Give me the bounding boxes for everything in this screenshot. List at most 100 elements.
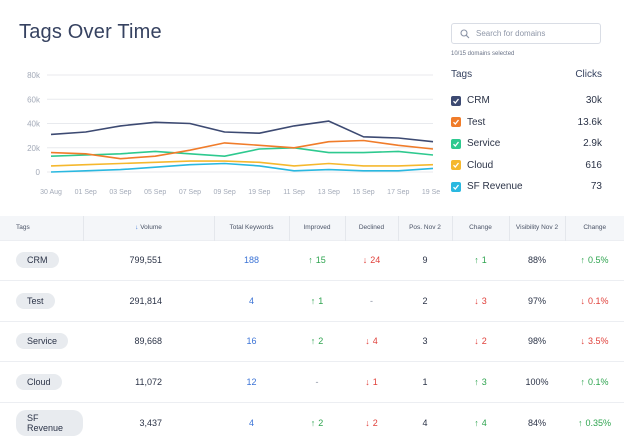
y-tick-label: 60k [27, 95, 41, 104]
delta-value: 0.1% [587, 295, 609, 306]
table-row[interactable]: Cloud 11,072 12- ↓ 1 1 ↑ 3 100% ↑ 0.1% [0, 361, 624, 403]
delta-value: 2 [372, 417, 378, 428]
col-total-keywords[interactable]: Total Keywords [214, 216, 290, 240]
checkbox-checked-icon[interactable] [451, 117, 461, 128]
improved-cell: - [315, 377, 319, 388]
volume-cell: 11,072 [135, 377, 162, 388]
visibility-cell: 84% [527, 417, 546, 428]
tag-pill[interactable]: Test [16, 292, 55, 309]
col-volume[interactable]: ↓ Volume [83, 216, 215, 240]
legend-item[interactable]: SF Revenue 73 [451, 176, 602, 198]
x-tick-label: 13 Sep [318, 189, 340, 196]
arrow-down-icon: ↓ [580, 336, 585, 347]
col-change[interactable]: Change [452, 216, 510, 240]
legend-item[interactable]: Test 13.6k [451, 112, 602, 134]
keywords-link[interactable]: 4 [248, 295, 254, 306]
arrow-down-icon: ↓ [365, 417, 370, 428]
col-declined[interactable]: Declined [345, 216, 399, 240]
visibility-change-cell: ↑ 0.1% [565, 362, 624, 403]
improved-cell: ↑ 2 [289, 402, 345, 443]
delta-value: 24 [370, 255, 381, 266]
visibility-cell: 98% [527, 336, 546, 347]
pos-cell: 4 [422, 417, 428, 428]
delta-value: 2 [318, 417, 324, 428]
table-row[interactable]: SF Revenue 3,437 4 ↑ 2 ↓ 2 4 ↑ 4 84% ↑ 0.35% [0, 402, 624, 443]
declined-cell: ↓ 24 [345, 240, 398, 281]
arrow-up-icon: ↑ [474, 417, 479, 428]
visibility-cell: 88% [527, 255, 546, 266]
tag-pill[interactable]: Cloud [16, 374, 62, 391]
arrow-up-icon: ↑ [580, 255, 585, 266]
table-row[interactable]: Service 89,668 16 ↑ 2 ↓ 4 3 ↓ 2 98% ↓ 3.5% [0, 321, 624, 362]
col-pos[interactable]: Pos. Nov 2 [398, 216, 453, 240]
checkbox-checked-icon[interactable] [451, 95, 461, 106]
arrow-down-icon: ↓ [474, 295, 479, 306]
legend-header: Tags Clicks [451, 69, 602, 80]
col-improved[interactable]: Improved [289, 216, 346, 240]
domain-search[interactable] [451, 23, 601, 44]
arrow-up-icon: ↑ [308, 255, 313, 266]
keywords-link[interactable]: 4 [248, 417, 254, 428]
pos-cell: 3 [422, 336, 428, 347]
delta-value: 1 [372, 377, 378, 388]
delta-value: 3 [481, 377, 487, 388]
visibility-change-cell: ↑ 0.5% [565, 240, 624, 281]
delta-value: 0.1% [587, 377, 609, 388]
checkbox-checked-icon[interactable] [451, 138, 461, 149]
arrow-down-icon: ↓ [474, 336, 479, 347]
keywords-link[interactable]: 12 [246, 377, 257, 388]
col-volume-label: Volume [140, 224, 162, 232]
legend-item[interactable]: CRM 30k [451, 90, 602, 112]
change-cell: ↑ 1 [452, 240, 509, 281]
legend-item-clicks: 2.9k [583, 138, 602, 150]
pos-cell: 9 [422, 255, 428, 266]
legend-item[interactable]: Service 2.9k [451, 133, 602, 155]
legend-header-clicks: Clicks [575, 69, 602, 80]
checkbox-checked-icon[interactable] [451, 160, 461, 171]
keywords-link[interactable]: 16 [246, 336, 257, 347]
legend-item-clicks: 13.6k [577, 116, 602, 128]
table-row[interactable]: Test 291,814 4 ↑ 1-2 ↓ 3 97% ↓ 0.1% [0, 280, 624, 322]
improved-cell: ↑ 15 [289, 240, 345, 281]
declined-cell: ↓ 2 [345, 402, 398, 443]
arrow-up-icon: ↑ [580, 377, 585, 388]
col-visibility[interactable]: Visibility Nov 2 [509, 216, 566, 240]
legend-item-name: SF Revenue [467, 181, 523, 193]
series-line-crm [50, 120, 434, 143]
arrow-up-icon: ↑ [310, 336, 316, 347]
legend-item-name: Cloud [467, 159, 494, 171]
tag-pill[interactable]: CRM [16, 252, 59, 269]
visibility-change-cell: ↓ 0.1% [565, 281, 624, 322]
tag-pill[interactable]: Service [16, 333, 69, 350]
keywords-link[interactable]: 188 [243, 255, 260, 266]
visibility-cell: 97% [527, 295, 546, 306]
col-visibility-change[interactable]: Change [583, 224, 607, 232]
delta-value: 4 [372, 336, 378, 347]
series-line-service [50, 147, 434, 157]
x-tick-label: 19 Sep [422, 189, 440, 196]
col-tags[interactable]: Tags [0, 216, 84, 240]
visibility-change-cell: ↓ 3.5% [565, 321, 624, 362]
arrow-down-icon: ↓ [580, 295, 585, 306]
delta-value: 3 [481, 295, 487, 306]
x-tick-label: 15 Sep [352, 189, 374, 196]
table-row[interactable]: CRM 799,551 188 ↑ 15 ↓ 24 9 ↑ 1 88% ↑ 0.5% [0, 240, 624, 281]
change-cell: ↑ 3 [452, 362, 509, 403]
volume-cell: 89,668 [134, 336, 162, 347]
arrow-up-icon: ↑ [577, 417, 583, 428]
series-line-cloud [50, 160, 434, 167]
legend-item-name: CRM [467, 95, 490, 107]
x-tick-label: 11 Sep [283, 189, 305, 196]
volume-cell: 799,551 [129, 255, 162, 266]
arrow-down-icon: ↓ [365, 377, 370, 388]
tags-table: Tags ↓ Volume Total Keywords Improved De… [0, 216, 624, 443]
x-tick-label: 03 Sep [109, 189, 131, 196]
arrow-up-icon: ↑ [474, 377, 479, 388]
search-input[interactable] [476, 29, 596, 38]
visibility-change-cell: ↑ 0.35% [565, 402, 624, 443]
tag-pill[interactable]: SF Revenue [16, 409, 83, 436]
x-tick-label: 01 Sep [75, 189, 97, 196]
delta-value: 2 [318, 336, 324, 347]
legend-item[interactable]: Cloud 616 [451, 155, 602, 177]
checkbox-checked-icon[interactable] [451, 181, 461, 192]
